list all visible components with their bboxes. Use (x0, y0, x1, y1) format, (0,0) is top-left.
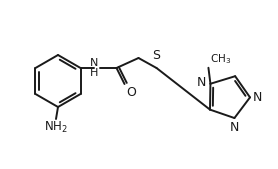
Text: O: O (126, 86, 136, 99)
Text: N
H: N H (90, 58, 99, 78)
Text: S: S (153, 49, 160, 62)
Text: NH$_2$: NH$_2$ (44, 120, 68, 135)
Text: N: N (197, 76, 207, 89)
Text: N: N (253, 91, 262, 104)
Text: CH$_3$: CH$_3$ (210, 52, 232, 66)
Text: N: N (230, 121, 239, 134)
